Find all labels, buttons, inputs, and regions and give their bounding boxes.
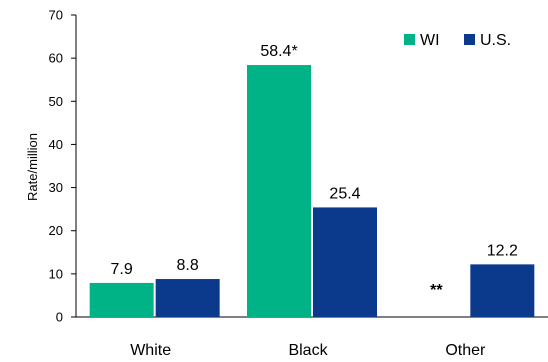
data-label: 58.4*: [260, 43, 297, 60]
y-tick-label: 40: [49, 137, 63, 152]
legend-swatch: [404, 34, 415, 45]
legend-label: WI: [420, 32, 440, 49]
data-label: 8.8: [177, 257, 199, 274]
bar-wi-black: [247, 65, 311, 317]
y-tick-label: 50: [49, 94, 63, 109]
y-tick-label: 30: [49, 180, 63, 195]
y-tick-label: 10: [49, 266, 63, 281]
legend-swatch: [464, 34, 475, 45]
bar-us-white: [155, 279, 220, 317]
bar-wi-white: [89, 282, 154, 317]
data-label: **: [430, 282, 443, 299]
data-label: 12.2: [487, 242, 518, 259]
legend: WI U.S.: [404, 32, 511, 49]
bar-us-black: [313, 207, 377, 317]
y-axis-label: Rate/million: [25, 133, 40, 201]
x-category-label: Black: [288, 342, 328, 359]
data-label: 7.9: [111, 261, 133, 278]
y-ticks: 0 10 20 30 40 50 60 70: [49, 8, 76, 325]
bar-us-other: [470, 264, 535, 317]
data-label: 25.4: [329, 185, 360, 202]
x-category-label: White: [130, 342, 171, 359]
category-labels: White Black Other: [130, 342, 486, 359]
y-tick-label: 60: [49, 51, 63, 66]
axes: [75, 15, 548, 318]
legend-label: U.S.: [480, 32, 511, 49]
y-tick-label: 70: [49, 8, 63, 23]
x-category-label: Other: [445, 342, 486, 359]
data-labels: 7.9 8.8 58.4* 25.4 ** 12.2: [111, 43, 518, 299]
y-tick-label: 0: [56, 310, 63, 325]
y-tick-label: 20: [49, 223, 63, 238]
bars: [89, 65, 535, 317]
